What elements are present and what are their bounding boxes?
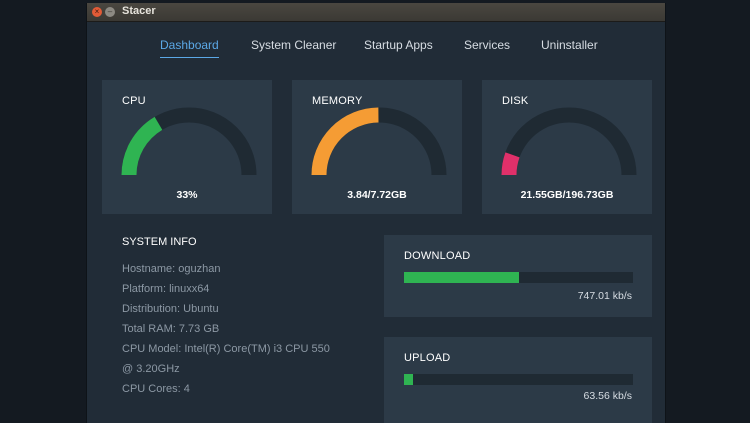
close-icon[interactable]: × xyxy=(92,7,102,17)
tab-uninstaller[interactable]: Uninstaller xyxy=(541,38,598,52)
upload-bar-fill xyxy=(404,374,414,385)
system-info-platform: Platform: linuxx64 xyxy=(122,283,210,295)
download-bar-track xyxy=(404,272,633,283)
upload-card: UPLOAD 63.56 kb/s xyxy=(384,337,652,423)
upload-bar-track xyxy=(404,374,633,385)
disk-gauge xyxy=(501,107,637,176)
cpu-value: 33% xyxy=(176,189,198,201)
cpu-gauge xyxy=(121,107,257,176)
disk-value: 21.55GB/196.73GB xyxy=(520,189,614,201)
download-speed: 747.01 kb/s xyxy=(577,290,632,302)
tab-dashboard[interactable]: Dashboard xyxy=(160,38,219,58)
download-bar-fill xyxy=(404,272,519,283)
tab-startup-apps[interactable]: Startup Apps xyxy=(364,38,433,52)
system-info-panel: SYSTEM INFO Hostname: oguzhan Platform: … xyxy=(102,236,392,402)
main-nav: Dashboard System Cleaner Startup Apps Se… xyxy=(87,38,665,62)
title-bar: × – Stacer xyxy=(87,3,665,22)
cpu-gauge-fill xyxy=(121,116,163,176)
stacer-window: × – Stacer Dashboard System Cleaner Star… xyxy=(86,3,666,423)
memory-title: MEMORY xyxy=(312,95,363,107)
minimize-icon[interactable]: – xyxy=(105,7,115,17)
memory-gauge xyxy=(311,107,447,176)
system-info-hostname: Hostname: oguzhan xyxy=(122,263,221,275)
disk-gauge-fill xyxy=(501,152,520,176)
cpu-title: CPU xyxy=(122,95,146,107)
memory-card: MEMORY 3.84/7.72GB xyxy=(292,80,462,214)
download-title: DOWNLOAD xyxy=(404,250,471,262)
system-info-cpu-speed: @ 3.20GHz xyxy=(122,363,180,375)
upload-title: UPLOAD xyxy=(404,352,451,364)
memory-gauge-fill xyxy=(311,107,379,176)
system-info-cpu-model: CPU Model: Intel(R) Core(TM) i3 CPU 550 xyxy=(122,343,330,355)
disk-gauge-track xyxy=(501,107,637,176)
download-card: DOWNLOAD 747.01 kb/s xyxy=(384,235,652,317)
cpu-card: CPU 33% xyxy=(102,80,272,214)
window-title: Stacer xyxy=(122,5,156,17)
upload-speed: 63.56 kb/s xyxy=(583,390,632,402)
system-info-title: SYSTEM INFO xyxy=(122,236,197,248)
system-info-total-ram: Total RAM: 7.73 GB xyxy=(122,323,220,335)
tab-services[interactable]: Services xyxy=(464,38,511,52)
disk-title: DISK xyxy=(502,95,529,107)
tab-system-cleaner[interactable]: System Cleaner xyxy=(251,38,337,52)
disk-card: DISK 21.55GB/196.73GB xyxy=(482,80,652,214)
system-info-cpu-cores: CPU Cores: 4 xyxy=(122,383,190,395)
system-info-distribution: Distribution: Ubuntu xyxy=(122,303,219,315)
memory-value: 3.84/7.72GB xyxy=(347,189,407,201)
